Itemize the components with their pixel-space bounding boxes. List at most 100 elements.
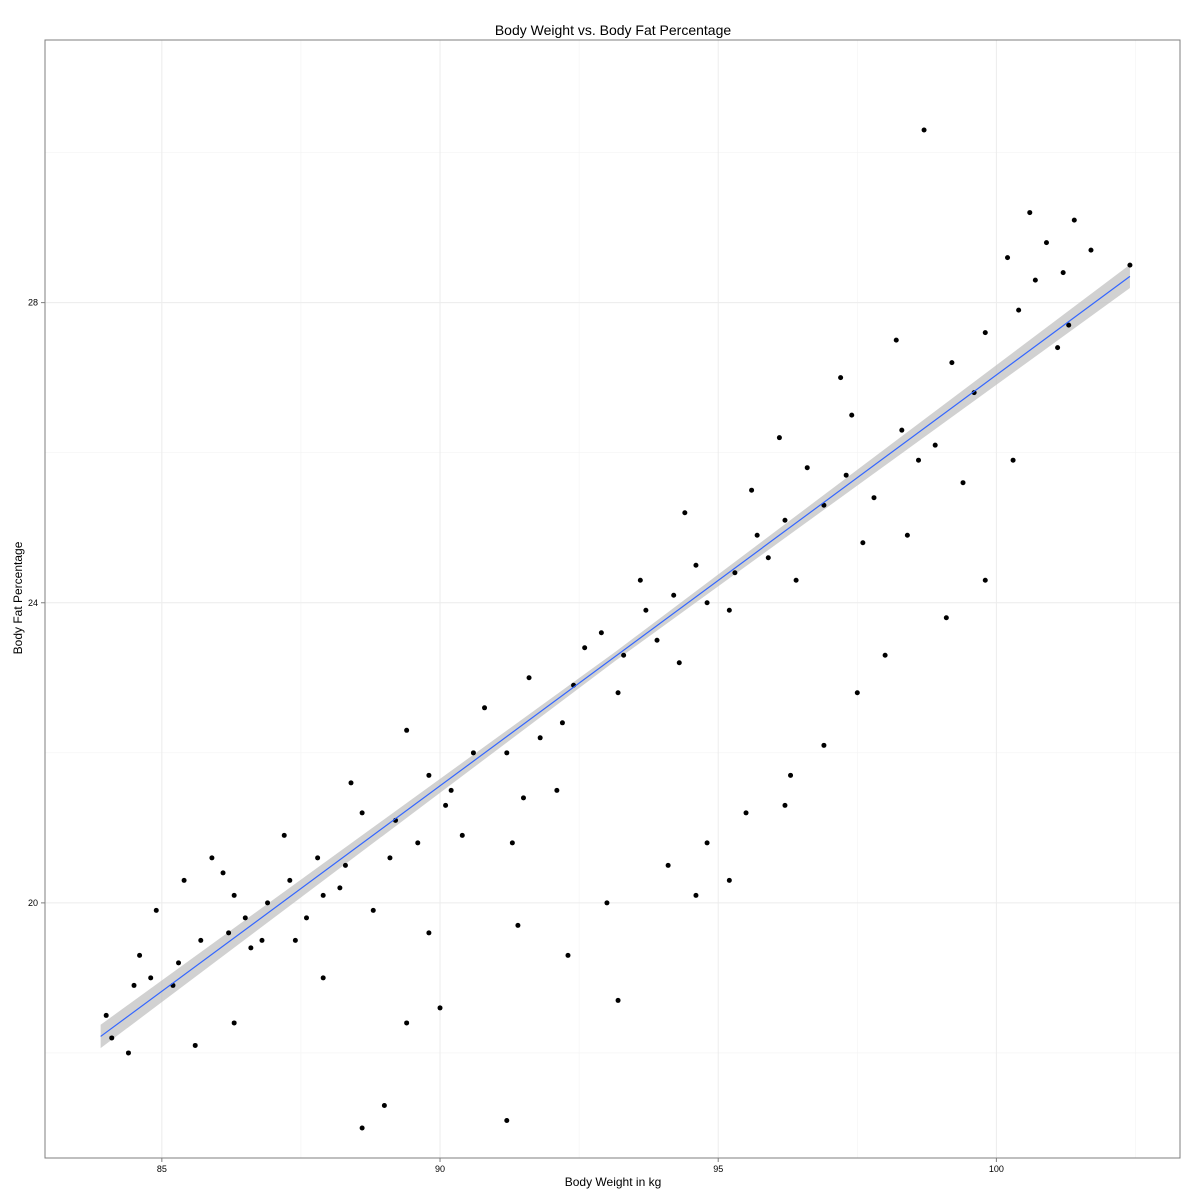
data-point — [482, 705, 488, 711]
data-point — [621, 652, 627, 658]
data-point — [693, 562, 699, 568]
data-point — [248, 945, 254, 951]
data-point — [932, 442, 938, 448]
data-point — [426, 930, 432, 936]
data-point — [971, 390, 977, 396]
data-point — [404, 727, 410, 733]
data-point — [921, 127, 927, 133]
data-point — [643, 607, 649, 613]
data-point — [520, 795, 526, 801]
data-point — [899, 427, 905, 433]
trend-line — [100, 275, 1131, 1037]
data-point — [854, 690, 860, 696]
data-point — [960, 480, 966, 486]
data-point — [515, 922, 521, 928]
x-axis-ticks: 85 90 95 100 — [157, 1158, 1004, 1174]
data-point — [943, 615, 949, 621]
data-point — [265, 900, 271, 906]
data-point — [287, 877, 293, 883]
data-point — [676, 660, 682, 666]
data-point — [504, 1117, 510, 1123]
data-point — [843, 472, 849, 478]
data-point — [509, 840, 515, 846]
data-point — [437, 1005, 443, 1011]
data-point — [259, 937, 265, 943]
y-tick-label: 24 — [28, 598, 38, 608]
data-point — [1060, 270, 1066, 276]
data-point — [448, 787, 454, 793]
data-point — [882, 652, 888, 658]
data-point — [303, 915, 309, 921]
data-point — [526, 675, 532, 681]
data-point — [704, 840, 710, 846]
chart-title: Body Weight vs. Body Fat Percentage — [495, 22, 732, 38]
data-point — [381, 1102, 387, 1108]
data-point — [554, 787, 560, 793]
x-tick-label: 100 — [989, 1164, 1004, 1174]
data-point — [604, 900, 610, 906]
data-point — [893, 337, 899, 343]
data-point — [732, 570, 738, 576]
data-point — [949, 360, 955, 366]
data-point — [109, 1035, 115, 1041]
data-point — [982, 330, 988, 336]
data-point — [176, 960, 182, 966]
data-point — [754, 532, 760, 538]
data-point — [1088, 247, 1094, 253]
data-point — [131, 982, 137, 988]
plot-frame — [44, 39, 1181, 1159]
data-point — [415, 840, 421, 846]
data-point — [1066, 322, 1072, 328]
data-point — [615, 997, 621, 1003]
data-point — [804, 465, 810, 471]
data-point — [693, 892, 699, 898]
data-point — [726, 607, 732, 613]
data-point — [1032, 277, 1038, 283]
data-point — [1005, 255, 1011, 261]
data-point — [916, 457, 922, 463]
data-point — [320, 975, 326, 981]
data-point — [849, 412, 855, 418]
data-point — [1027, 210, 1033, 216]
data-point — [782, 802, 788, 808]
data-point — [559, 720, 565, 726]
data-point — [348, 780, 354, 786]
data-point — [209, 855, 215, 861]
data-point — [1055, 345, 1061, 351]
data-point — [743, 810, 749, 816]
data-point — [470, 750, 476, 756]
data-point — [793, 577, 799, 583]
data-point — [337, 885, 343, 891]
data-point — [242, 915, 248, 921]
data-point — [504, 750, 510, 756]
data-point — [788, 772, 794, 778]
data-point — [231, 1020, 237, 1026]
data-point — [226, 930, 232, 936]
data-points — [103, 127, 1133, 1131]
data-point — [103, 1012, 109, 1018]
grid-lines — [45, 40, 1180, 1158]
y-tick-label: 28 — [28, 298, 38, 308]
data-point — [359, 1125, 365, 1131]
data-point — [765, 555, 771, 561]
data-point — [342, 862, 348, 868]
data-point — [704, 600, 710, 606]
data-point — [671, 592, 677, 598]
data-point — [582, 645, 588, 651]
y-axis-ticks: 20 24 28 — [28, 298, 45, 908]
data-point — [281, 832, 287, 838]
data-point — [598, 630, 604, 636]
data-point — [137, 952, 143, 958]
data-point — [148, 975, 154, 981]
data-point — [443, 802, 449, 808]
y-tick-label: 20 — [28, 898, 38, 908]
data-point — [315, 855, 321, 861]
y-axis-label: Body Fat Percentage — [11, 541, 25, 654]
data-point — [749, 487, 755, 493]
data-point — [654, 637, 660, 643]
data-point — [565, 952, 571, 958]
data-point — [359, 810, 365, 816]
data-point — [426, 772, 432, 778]
data-point — [682, 510, 688, 516]
